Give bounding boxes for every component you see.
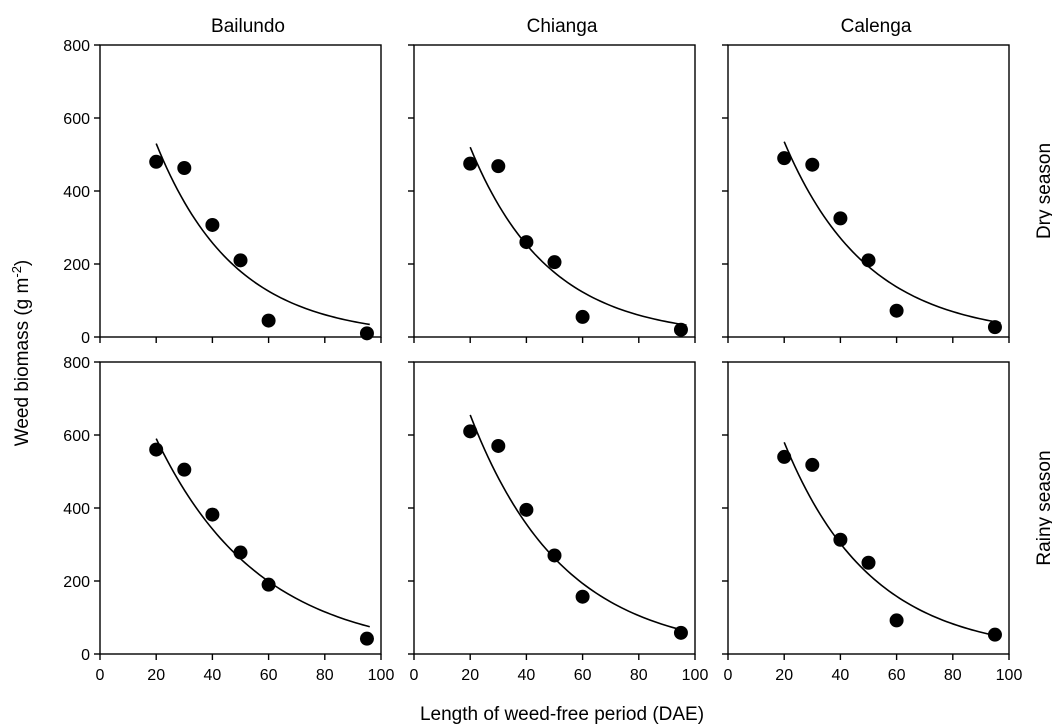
data-point bbox=[833, 532, 848, 547]
data-point bbox=[491, 438, 506, 453]
data-point bbox=[575, 589, 590, 604]
data-point bbox=[149, 442, 164, 457]
data-point bbox=[261, 577, 276, 592]
x-tick-label: 0 bbox=[96, 667, 105, 684]
data-point bbox=[205, 507, 220, 522]
x-tick-label: 60 bbox=[888, 667, 906, 684]
panel-calenga-rainy-season: 0 20 40 60 80 100 bbox=[722, 361, 1023, 684]
y-axis-title-main: Weed biomass (g m bbox=[12, 278, 33, 447]
data-point bbox=[547, 255, 562, 270]
data-point bbox=[805, 457, 820, 472]
data-point bbox=[861, 555, 876, 570]
panel-frame bbox=[99, 361, 382, 655]
y-tick-label: 800 bbox=[63, 355, 90, 372]
x-tick-label: 40 bbox=[832, 667, 850, 684]
data-point bbox=[205, 217, 220, 232]
column-title-calenga: Calenga bbox=[841, 16, 912, 37]
row-label-dry-season: Dry season bbox=[1034, 143, 1052, 239]
data-point bbox=[233, 253, 248, 268]
y-tick-label: 200 bbox=[63, 574, 90, 591]
data-point bbox=[889, 303, 904, 318]
x-tick-label: 100 bbox=[368, 667, 395, 684]
panel-frame bbox=[99, 44, 382, 338]
x-tick-label: 60 bbox=[574, 667, 592, 684]
fitted-curve bbox=[469, 414, 687, 632]
y-tick-label: 400 bbox=[63, 501, 90, 518]
y-tick-label: 600 bbox=[63, 428, 90, 445]
row-label-rainy-season: Rainy season bbox=[1034, 450, 1052, 565]
fitted-curve bbox=[155, 438, 370, 628]
y-tick-label: 400 bbox=[63, 184, 90, 201]
x-tick-label: 0 bbox=[410, 667, 419, 684]
data-point bbox=[777, 449, 792, 464]
x-tick-label: 20 bbox=[461, 667, 479, 684]
data-point bbox=[987, 320, 1002, 335]
x-tick-label: 100 bbox=[996, 667, 1023, 684]
data-point bbox=[261, 313, 276, 328]
x-tick-label: 20 bbox=[775, 667, 793, 684]
panel-frame bbox=[413, 361, 696, 655]
panel-frame bbox=[727, 44, 1010, 338]
x-tick-label: 40 bbox=[518, 667, 536, 684]
column-title-chianga: Chianga bbox=[527, 16, 598, 37]
data-point bbox=[987, 627, 1002, 642]
panel-bailundo-rainy-season: 0 20 40 60 80 100 0 200 400 600 800 bbox=[63, 355, 394, 684]
data-point bbox=[889, 613, 904, 628]
data-point bbox=[777, 151, 792, 166]
x-tick-label: 0 bbox=[724, 667, 733, 684]
data-point bbox=[519, 235, 534, 250]
fitted-curve bbox=[783, 441, 1001, 638]
data-point bbox=[463, 424, 478, 439]
y-tick-label: 800 bbox=[63, 38, 90, 55]
data-point bbox=[861, 253, 876, 268]
data-point bbox=[805, 157, 820, 172]
data-point bbox=[673, 625, 688, 640]
data-point bbox=[833, 211, 848, 226]
y-tick-label: 600 bbox=[63, 111, 90, 128]
x-tick-label: 40 bbox=[204, 667, 222, 684]
panel-calenga-dry-season bbox=[722, 44, 1010, 343]
x-tick-label: 80 bbox=[316, 667, 334, 684]
panel-bailundo-dry-season: 0 200 400 600 800 bbox=[63, 38, 382, 347]
x-tick-label: 80 bbox=[630, 667, 648, 684]
x-tick-label: 80 bbox=[944, 667, 962, 684]
x-axis-title: Length of weed-free period (DAE) bbox=[420, 704, 704, 725]
fitted-curve bbox=[155, 143, 370, 326]
data-point bbox=[673, 322, 688, 337]
data-point bbox=[177, 462, 192, 477]
data-point bbox=[547, 548, 562, 563]
x-tick-label: 20 bbox=[147, 667, 165, 684]
data-point bbox=[149, 154, 164, 169]
panel-frame bbox=[413, 44, 696, 338]
data-point bbox=[519, 502, 534, 517]
panel-chianga-dry-season bbox=[408, 44, 696, 343]
fitted-curve bbox=[469, 146, 687, 326]
panel-chianga-rainy-season: 0 20 40 60 80 100 bbox=[408, 361, 709, 684]
fitted-curve bbox=[783, 141, 1001, 324]
data-point bbox=[463, 156, 478, 171]
y-tick-label: 0 bbox=[81, 647, 90, 664]
data-point bbox=[233, 545, 248, 560]
column-title-bailundo: Bailundo bbox=[211, 16, 285, 37]
data-point bbox=[359, 631, 374, 646]
y-axis-title-end: ) bbox=[12, 260, 33, 266]
data-point bbox=[575, 309, 590, 324]
data-point bbox=[491, 159, 506, 174]
y-tick-label: 200 bbox=[63, 257, 90, 274]
x-tick-label: 100 bbox=[682, 667, 709, 684]
y-tick-label: 0 bbox=[81, 330, 90, 347]
data-point bbox=[177, 161, 192, 176]
data-point bbox=[359, 326, 374, 341]
y-axis-title-superscript: -2 bbox=[9, 266, 24, 278]
panel-frame bbox=[727, 361, 1010, 655]
x-tick-label: 60 bbox=[260, 667, 278, 684]
y-axis-title: Weed biomass (g m-2) bbox=[9, 260, 33, 447]
